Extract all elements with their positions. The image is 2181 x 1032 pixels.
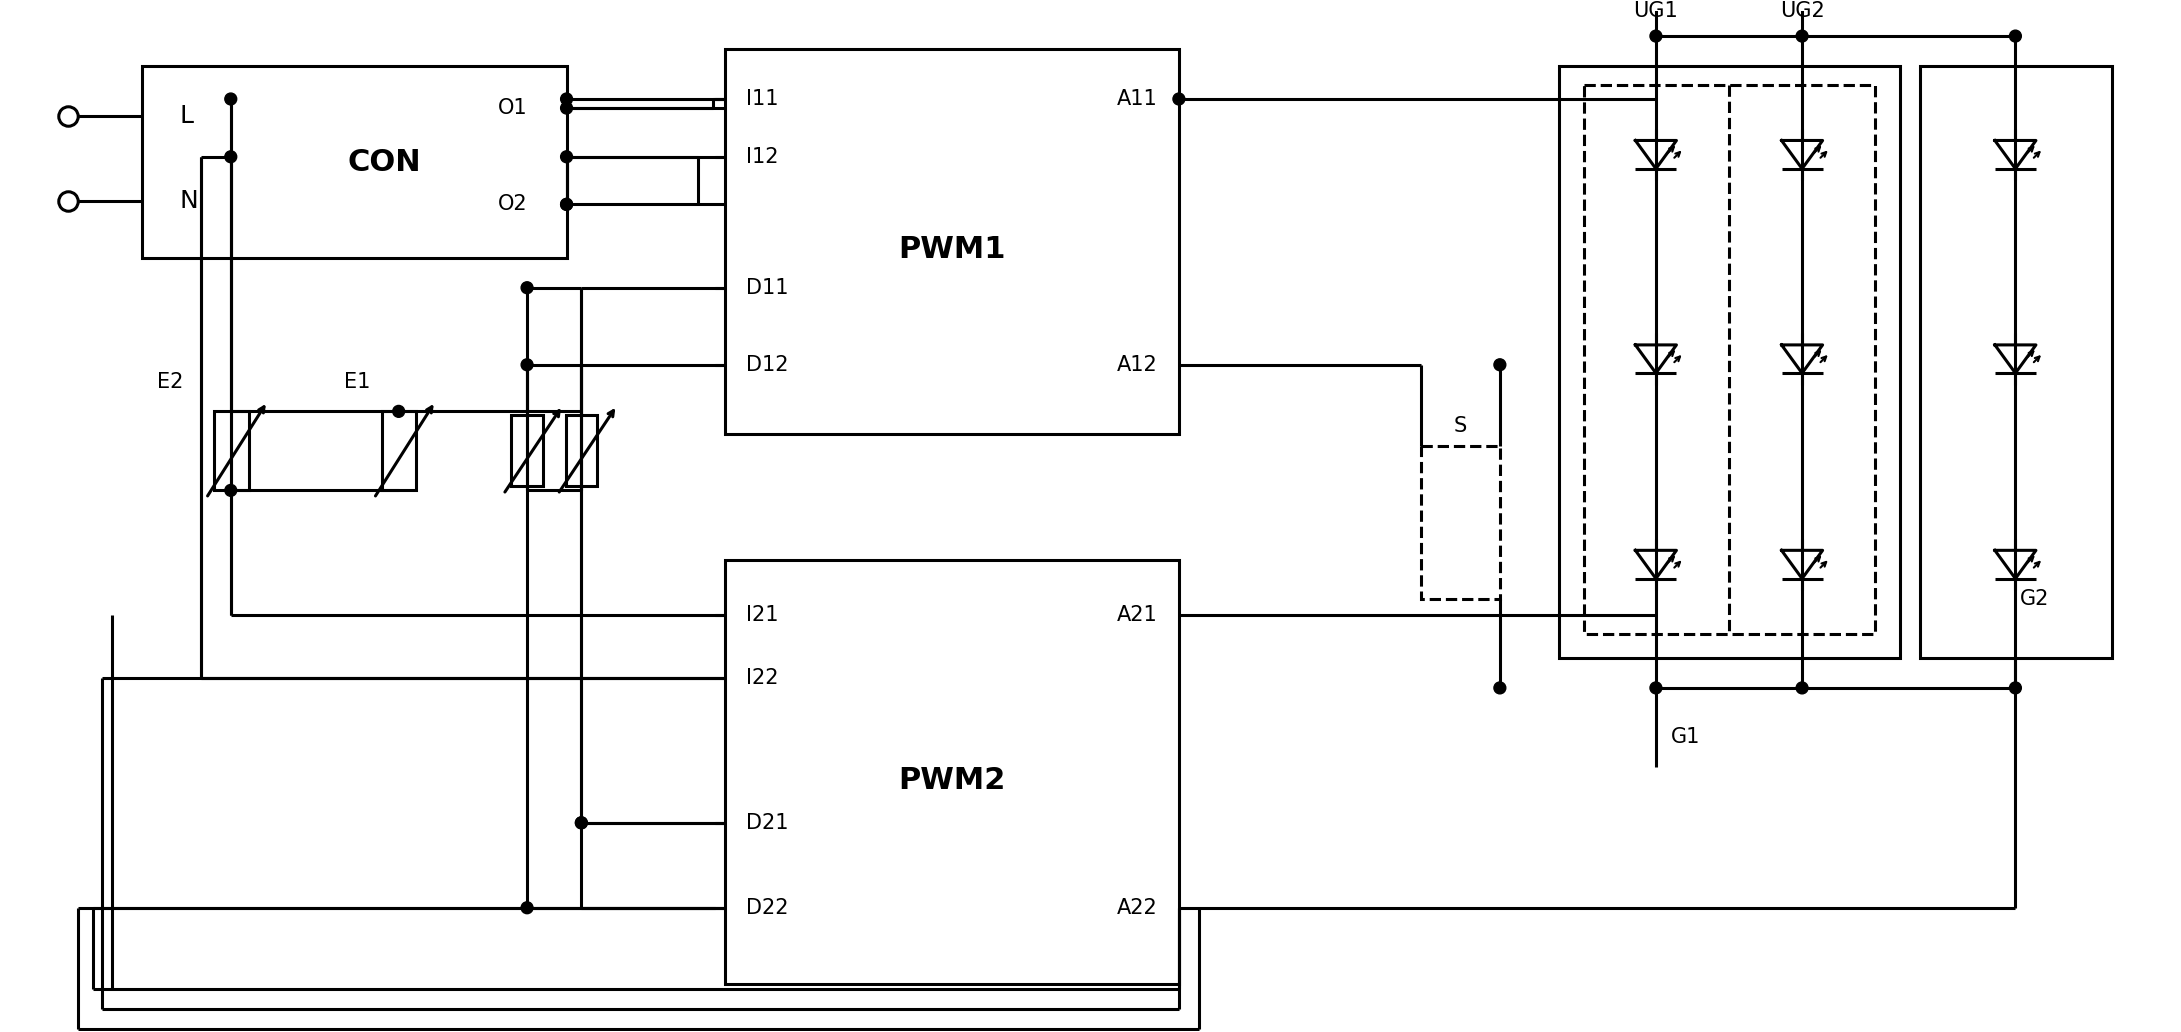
Circle shape: [225, 484, 238, 496]
Text: O2: O2: [497, 194, 528, 215]
Text: A22: A22: [1117, 898, 1158, 917]
Text: E1: E1: [345, 372, 371, 392]
Text: G2: G2: [2020, 589, 2050, 609]
Text: L: L: [179, 104, 194, 128]
Text: I12: I12: [746, 147, 779, 167]
Circle shape: [1494, 682, 1505, 694]
Circle shape: [2009, 682, 2022, 694]
Bar: [510, 415, 543, 486]
Bar: [724, 559, 1180, 985]
Text: E2: E2: [157, 372, 183, 392]
Circle shape: [1494, 359, 1505, 370]
Text: D11: D11: [746, 278, 790, 297]
Text: PWM2: PWM2: [899, 766, 1005, 795]
Bar: [214, 412, 249, 490]
Bar: [1559, 66, 1900, 658]
Circle shape: [1797, 30, 1808, 42]
Text: G1: G1: [1671, 728, 1701, 747]
Text: I11: I11: [746, 89, 779, 109]
Text: D12: D12: [746, 355, 790, 375]
Text: O1: O1: [497, 98, 528, 118]
Bar: [382, 412, 417, 490]
Circle shape: [561, 198, 571, 211]
Text: UG1: UG1: [1634, 1, 1679, 22]
Circle shape: [561, 93, 571, 105]
Text: CON: CON: [347, 148, 421, 176]
Circle shape: [1651, 30, 1662, 42]
Circle shape: [521, 282, 532, 294]
Text: PWM1: PWM1: [899, 234, 1005, 264]
Bar: [142, 66, 567, 258]
Circle shape: [225, 93, 238, 105]
Text: A21: A21: [1117, 605, 1158, 624]
Text: D22: D22: [746, 898, 790, 917]
Bar: [565, 415, 598, 486]
Text: S: S: [1455, 416, 1468, 437]
Text: UG2: UG2: [1780, 1, 1825, 22]
Circle shape: [521, 902, 532, 913]
Circle shape: [561, 151, 571, 163]
Bar: [1919, 66, 2111, 658]
Circle shape: [1651, 682, 1662, 694]
Circle shape: [2009, 30, 2022, 42]
Bar: [1420, 446, 1501, 599]
Text: A12: A12: [1117, 355, 1158, 375]
Circle shape: [393, 406, 406, 417]
Text: I22: I22: [746, 669, 779, 688]
Text: A11: A11: [1117, 89, 1158, 109]
Circle shape: [1797, 682, 1808, 694]
Circle shape: [561, 198, 571, 211]
Bar: [1583, 86, 1876, 634]
Text: I21: I21: [746, 605, 779, 624]
Circle shape: [1173, 93, 1184, 105]
Circle shape: [225, 151, 238, 163]
Bar: [724, 49, 1180, 434]
Text: N: N: [179, 189, 198, 213]
Circle shape: [561, 102, 571, 114]
Text: D21: D21: [746, 813, 790, 833]
Circle shape: [576, 817, 587, 829]
Circle shape: [576, 817, 587, 829]
Circle shape: [521, 359, 532, 370]
